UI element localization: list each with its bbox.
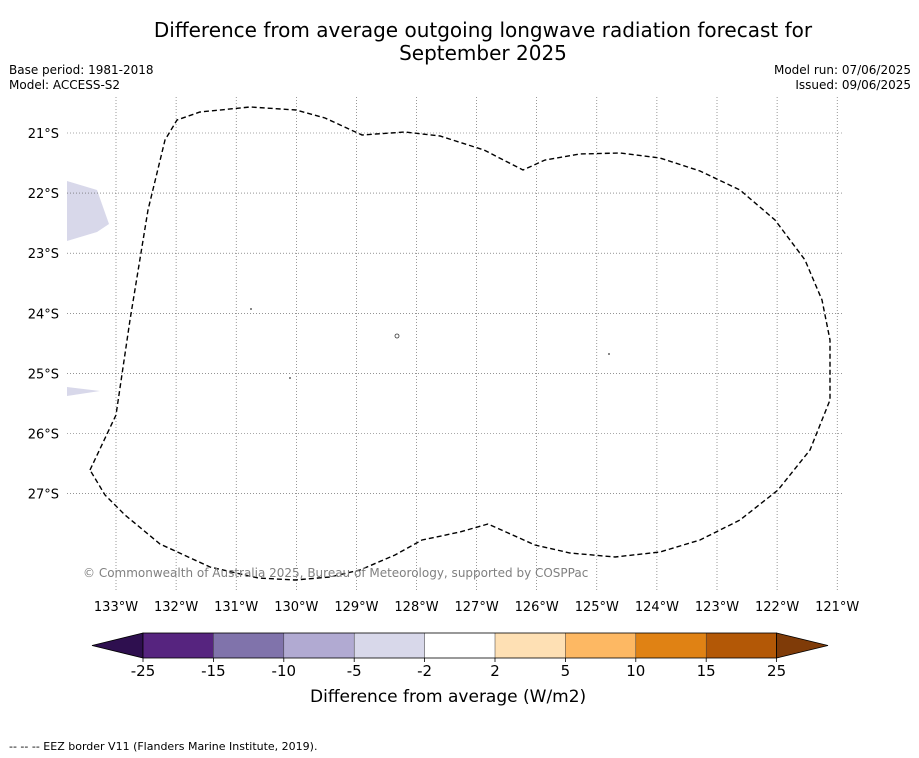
colorbar-segment — [495, 633, 566, 658]
colorbar-segment — [213, 633, 284, 658]
colorbar-tick-label: 15 — [697, 662, 716, 680]
map-gridlines — [67, 97, 843, 592]
longitude-label: 126°W — [515, 600, 559, 615]
longitude-label: 129°W — [334, 600, 378, 615]
island-speck — [394, 333, 400, 339]
colorbar-tick-label: 25 — [767, 662, 786, 680]
colorbar-extend-max — [776, 632, 829, 659]
anomaly-patch-north — [67, 181, 109, 241]
longitude-label: 130°W — [274, 600, 318, 615]
colorbar-tick-label: 2 — [490, 662, 500, 680]
anomaly-patch-south — [67, 387, 100, 396]
island-speck — [250, 308, 252, 310]
latitude-label: 22°S — [28, 187, 59, 202]
colorbar-segment — [354, 633, 425, 658]
meta-right: Model run: 07/06/2025 Issued: 09/06/2025 — [774, 63, 911, 93]
colorbar-segment — [424, 633, 495, 658]
longitude-label: 125°W — [575, 600, 619, 615]
latitude-label: 26°S — [28, 428, 59, 443]
longitude-labels: 133°W 132°W 131°W 130°W 129°W 128°W 127°W 126°W… — [94, 600, 860, 615]
issued-text: Issued: 09/06/2025 — [795, 78, 911, 92]
colorbar-tick-label: -25 — [131, 662, 156, 680]
colorbar-segment — [565, 633, 636, 658]
colorbar-frame — [142, 632, 777, 659]
longitude-label: 124°W — [635, 600, 679, 615]
colorbar-tick-label: 5 — [561, 662, 571, 680]
meta-left: Base period: 1981-2018 Model: ACCESS-S2 — [9, 63, 154, 93]
colorbar-tick-label: -5 — [347, 662, 362, 680]
colorbar-extend-min — [91, 632, 144, 659]
longitude-label: 121°W — [815, 600, 859, 615]
colorbar-tick-label: 10 — [626, 662, 645, 680]
longitude-label: 127°W — [455, 600, 499, 615]
latitude-label: 21°S — [28, 127, 59, 142]
eez-boundary — [89, 106, 831, 581]
map-area: 133°W 132°W 131°W 130°W 129°W 128°W 127°W 126°W… — [28, 97, 860, 615]
colorbar-segment — [706, 633, 777, 658]
island-speck — [608, 353, 610, 355]
longitude-label: 122°W — [755, 600, 799, 615]
island-speck — [289, 377, 291, 379]
colorbar-tick-label: -2 — [417, 662, 432, 680]
latitude-label: 25°S — [28, 367, 59, 382]
longitude-label: 133°W — [94, 600, 138, 615]
latitude-label: 23°S — [28, 247, 59, 262]
base-period-text: Base period: 1981-2018 — [9, 63, 154, 77]
colorbar-label: Difference from average (W/m2) — [310, 687, 587, 707]
copyright-text: © Commonwealth of Australia 2025, Bureau… — [83, 566, 588, 580]
footer-note: -- -- -- EEZ border V11 (Flanders Marine… — [9, 740, 318, 753]
longitude-label: 132°W — [154, 600, 198, 615]
colorbar-tick-label: -10 — [272, 662, 297, 680]
model-run-text: Model run: 07/06/2025 — [773, 63, 911, 77]
longitude-label: 131°W — [214, 600, 258, 615]
latitude-label: 27°S — [28, 488, 59, 503]
colorbar-segment — [635, 633, 707, 658]
colorbar: -25 -15 -10 -5 -2 2 5 10 15 25 — [91, 632, 829, 680]
model-text: Model: ACCESS-S2 — [9, 78, 121, 92]
map-title: Difference from average outgoing longwav… — [153, 18, 813, 65]
latitude-labels: 21°S 22°S 23°S 24°S 25°S 26°S 27°S — [28, 127, 59, 503]
colorbar-tick-label: -15 — [201, 662, 226, 680]
colorbar-segment — [143, 633, 214, 658]
latitude-label: 24°S — [28, 307, 59, 322]
longitude-label: 123°W — [695, 600, 739, 615]
colorbar-segment — [283, 633, 355, 658]
longitude-label: 128°W — [394, 600, 438, 615]
